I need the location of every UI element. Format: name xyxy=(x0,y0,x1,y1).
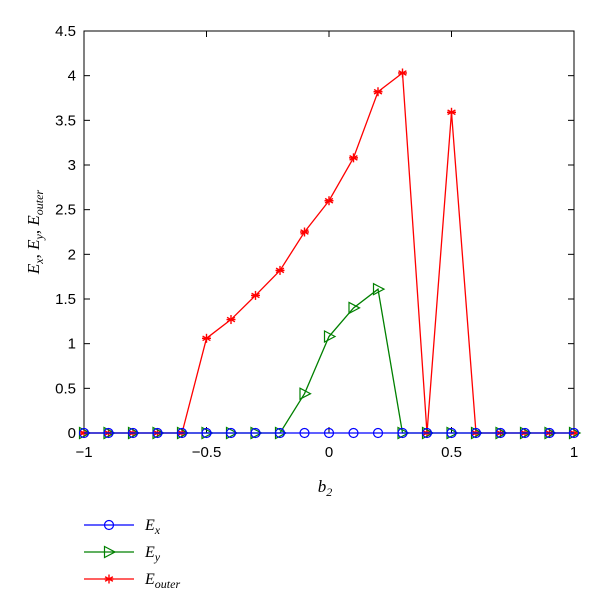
data-point xyxy=(201,427,212,439)
y-tick-label: 2 xyxy=(68,246,76,263)
data-point xyxy=(226,315,236,325)
data-point xyxy=(324,196,334,206)
legend-label: Eouter xyxy=(144,571,180,591)
data-point xyxy=(323,427,335,439)
x-tick-label: 0.5 xyxy=(441,444,462,461)
data-point xyxy=(275,265,285,275)
x-tick-label: 0 xyxy=(325,444,333,461)
series-line xyxy=(84,288,574,434)
legend-item: Eouter xyxy=(84,571,180,591)
y-tick-label: 1 xyxy=(68,336,76,353)
data-point xyxy=(372,282,386,296)
x-tick-label: 1 xyxy=(570,444,578,461)
data-point xyxy=(274,427,286,439)
data-point xyxy=(348,427,359,439)
legend-marker xyxy=(104,574,114,584)
data-point xyxy=(397,427,408,439)
y-tick-label: 2.5 xyxy=(55,202,76,219)
plot-frame xyxy=(83,30,575,434)
data-point xyxy=(372,427,384,439)
y-tick-label: 0.5 xyxy=(55,380,76,397)
data-point xyxy=(519,427,531,439)
data-point xyxy=(78,427,90,439)
data-point xyxy=(323,330,337,344)
legend-item: Ex xyxy=(84,517,161,537)
y-tick-label: 0 xyxy=(68,425,76,442)
legend-marker xyxy=(103,519,115,531)
data-point xyxy=(349,153,358,163)
data-point xyxy=(250,427,261,439)
series-e-x xyxy=(78,427,580,439)
series-line xyxy=(84,71,574,434)
legend-label: Ey xyxy=(144,544,161,564)
data-point xyxy=(299,427,310,439)
legend-item: Ey xyxy=(84,544,161,564)
y-tick-label: 4 xyxy=(68,68,76,85)
data-point xyxy=(495,427,506,439)
series-e-y xyxy=(78,282,582,440)
data-point xyxy=(544,427,555,439)
data-point xyxy=(398,68,407,78)
data-point xyxy=(421,427,433,439)
data-point xyxy=(152,427,163,439)
data-point xyxy=(127,427,139,439)
series-e-outer xyxy=(79,68,579,438)
data-point xyxy=(470,427,482,439)
data-point xyxy=(447,107,456,117)
data-point xyxy=(176,427,188,439)
data-point xyxy=(202,333,211,343)
data-point xyxy=(225,427,237,439)
x-axis-label: b2 xyxy=(318,477,333,499)
data-point xyxy=(446,427,457,439)
x-tick-label: −0.5 xyxy=(192,444,222,461)
data-point xyxy=(299,387,312,401)
y-tick-label: 1.5 xyxy=(55,291,76,308)
data-point xyxy=(348,301,361,315)
legend-label: Ex xyxy=(144,517,161,537)
data-point xyxy=(103,427,114,439)
data-point xyxy=(568,427,580,439)
data-point xyxy=(251,290,260,300)
data-point xyxy=(300,227,309,237)
y-axis-label: Ex, Ey, Eouter xyxy=(24,190,46,275)
y-tick-label: 3 xyxy=(68,157,76,174)
x-tick-label: −1 xyxy=(75,444,92,461)
data-point xyxy=(373,87,383,97)
y-tick-label: 4.5 xyxy=(55,23,76,40)
legend: Ex Ey Eouter xyxy=(84,517,180,591)
y-tick-label: 3.5 xyxy=(55,112,76,129)
legend-marker xyxy=(103,545,117,559)
